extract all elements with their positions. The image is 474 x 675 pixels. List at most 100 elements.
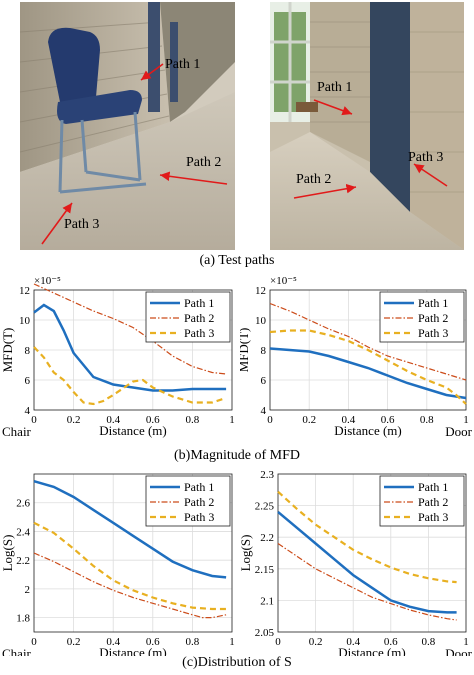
- series-line-path-3: [269, 329, 467, 405]
- x-tick-label: 0: [267, 414, 273, 426]
- x-axis-label: Distance (m): [99, 645, 167, 656]
- y-axis-label: MFD(T): [0, 328, 15, 373]
- photo-label-right-path1: Path 1: [317, 80, 353, 95]
- y-tick-label: 2.2: [16, 555, 30, 567]
- legend-label-path-1: Path 1: [184, 480, 214, 494]
- y-tick-label: 10: [255, 315, 267, 327]
- x-tick-label: 0: [31, 414, 37, 426]
- x-tick-label: 0.4: [346, 636, 360, 648]
- legend-label-path-2: Path 2: [184, 311, 214, 325]
- x-axis-label: Distance (m): [334, 423, 402, 438]
- y-axis-label: Log(S): [240, 535, 253, 572]
- x-tick-label: 0.2: [309, 636, 323, 648]
- y-tick-label: 2.3: [260, 469, 274, 481]
- x-tick-label: 0.4: [106, 414, 120, 426]
- legend-label-path-2: Path 2: [418, 495, 448, 509]
- x-tick-label: 0.8: [186, 414, 200, 426]
- y-tick-label: 4: [261, 405, 267, 417]
- x-tick-label: 0.2: [67, 414, 81, 426]
- x-tick-label: 0.8: [186, 636, 200, 648]
- hallway-chair-illustration: [20, 2, 235, 250]
- y-tick-label: 12: [19, 285, 30, 297]
- x-tick-label: 0: [31, 636, 37, 648]
- legend-label-path-1: Path 1: [418, 296, 448, 310]
- chart-mfd-chair: 4 6 8 10 12 0 0.2 0.4 0.6 0.8 1 Distance (m) MFD(T) ×…: [0, 275, 235, 439]
- photo-hallway-chair: [20, 2, 235, 250]
- chart-mfd-door: 4 6 8 10 12 0 0.2 0.4 0.6 0.8 1 Distance (m) MFD(T) ×…: [240, 275, 473, 439]
- legend-label-path-1: Path 1: [184, 296, 214, 310]
- x-tick-label: 0.8: [422, 636, 436, 648]
- x-tick-label: 1: [463, 414, 469, 426]
- photo-label-right-path3: Path 3: [408, 150, 444, 165]
- y-tick-label: 6: [25, 375, 31, 387]
- x-tick-label: 0.6: [146, 636, 160, 648]
- legend-label-path-3: Path 3: [184, 326, 214, 340]
- y-tick-label: 12: [255, 285, 266, 297]
- series-line-path-2: [33, 552, 227, 619]
- chart-s-door: 2.05 2.1 2.15 2.2 2.25 2.3 0 0.2 0.4 0.6 0.8 1 Dista…: [240, 469, 473, 656]
- legend-label-path-3: Path 3: [418, 326, 448, 340]
- y-exponent-label: ×10⁻⁵: [34, 275, 61, 287]
- series-line-path-3: [33, 346, 227, 406]
- x-tick-label: 1: [229, 636, 235, 648]
- y-tick-label: 2.1: [260, 595, 274, 607]
- series-line-path-2: [33, 283, 227, 375]
- x-tick-label: 1: [463, 636, 469, 648]
- caption-b: (b)Magnitude of MFD: [174, 448, 300, 463]
- photo-label-right-path2: Path 2: [296, 172, 332, 187]
- x-tick-label: 0.4: [342, 414, 356, 426]
- plot-frame: [33, 289, 233, 411]
- y-tick-label: 2.15: [255, 564, 275, 576]
- legend-label-path-3: Path 3: [418, 510, 448, 524]
- y-tick-label: 2.4: [16, 526, 30, 538]
- legend-label-path-1: Path 1: [418, 480, 448, 494]
- plot-frame: [269, 289, 467, 411]
- hallway-door-illustration: [270, 2, 464, 250]
- y-axis-label: MFD(T): [240, 328, 251, 373]
- y-tick-label: 10: [19, 315, 31, 327]
- chart-s-chair: 1.8 2 2.2 2.4 2.6 0 0.2 0.4 0.6 0.8 1 Distance (m) L…: [0, 473, 235, 656]
- series-line-path-1: [33, 303, 227, 392]
- caption-c: (c)Distribution of S: [182, 655, 292, 670]
- photo-label-left-path2: Path 2: [186, 155, 222, 170]
- y-axis-label: Log(S): [0, 535, 15, 572]
- x-tick-label: 0.4: [106, 636, 120, 648]
- x-tick-label: 1: [229, 414, 235, 426]
- start-label-chair: Chair: [2, 424, 32, 439]
- photo-label-left-path3: Path 3: [64, 217, 100, 232]
- y-exponent-label: ×10⁻⁵: [270, 275, 297, 287]
- x-tick-label: 0.6: [381, 414, 395, 426]
- photo-hallway-door: [270, 2, 464, 250]
- photo-label-left-path1: Path 1: [165, 57, 201, 72]
- y-tick-label: 8: [25, 345, 31, 357]
- y-tick-label: 2.6: [16, 498, 30, 510]
- legend-label-path-2: Path 2: [418, 311, 448, 325]
- y-tick-label: 2.2: [260, 532, 274, 544]
- start-label-chair: Chair: [2, 646, 32, 656]
- series-line-path-2: [277, 543, 457, 621]
- end-label-door: Door: [445, 424, 472, 439]
- series-line-path-2: [269, 302, 467, 381]
- x-tick-label: 0.2: [67, 636, 81, 648]
- end-label-door: Door: [445, 646, 472, 656]
- caption-a: (a) Test paths: [199, 253, 275, 268]
- legend-label-path-3: Path 3: [184, 510, 214, 524]
- x-tick-label: 0.6: [146, 414, 160, 426]
- y-tick-label: 4: [25, 405, 31, 417]
- x-axis-label: Distance (m): [338, 645, 406, 656]
- series-line-path-3: [277, 490, 457, 584]
- y-tick-label: 8: [261, 345, 267, 357]
- series-line-path-1: [277, 510, 457, 614]
- x-axis-label: Distance (m): [99, 423, 167, 438]
- y-tick-label: 2.05: [255, 627, 275, 639]
- y-tick-label: 6: [261, 375, 267, 387]
- plot-frame: [277, 473, 467, 633]
- legend-label-path-2: Path 2: [184, 495, 214, 509]
- x-tick-label: 0.6: [384, 636, 398, 648]
- series-line-path-1: [269, 347, 467, 400]
- y-tick-label: 2.25: [255, 501, 275, 513]
- x-tick-label: 0.2: [302, 414, 316, 426]
- x-tick-label: 0.8: [420, 414, 434, 426]
- y-tick-label: 1.8: [16, 613, 30, 625]
- series-line-path-3: [33, 521, 227, 611]
